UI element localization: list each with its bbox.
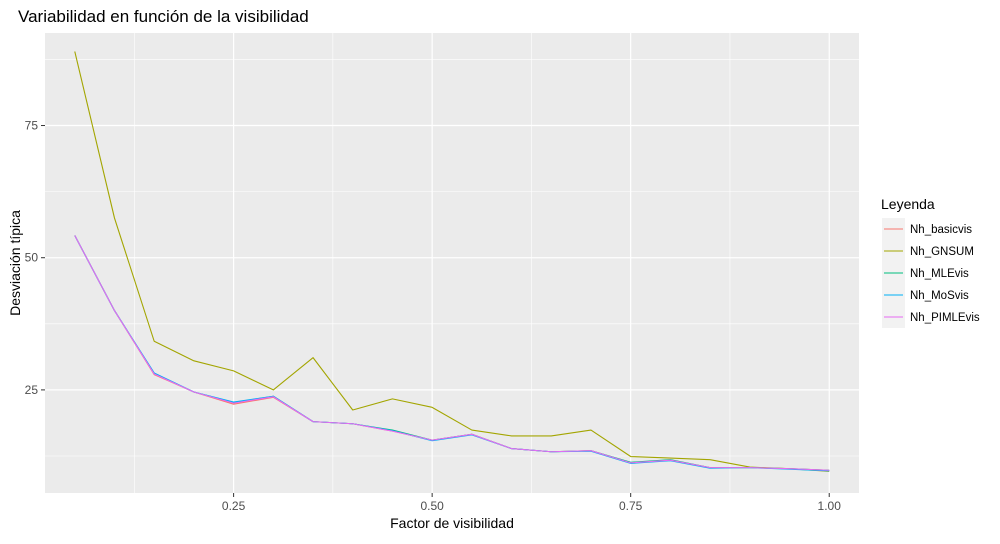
legend-title: Leyenda [881,196,935,212]
chart-title: Variabilidad en función de la visibilida… [18,7,309,26]
y-tick-label: 25 [25,383,39,397]
x-axis-label: Factor de visibilidad [390,515,514,531]
series-line-Nh_GNSUM [74,51,830,472]
legend-label: Nh_MoSvis [910,290,969,302]
legend-label: Nh_MLEvis [910,268,969,280]
legend-label: Nh_basicvis [910,224,972,236]
y-tick-label: 75 [25,119,39,133]
x-tick-label: 0.50 [420,499,444,513]
y-axis: 25 50 75 [25,119,45,397]
series-lines [74,51,830,472]
major-gridlines [45,33,859,493]
legend-label: Nh_PIMLEvis [910,312,980,324]
x-tick-label: 0.25 [222,499,246,513]
y-axis-label: Desviación típica [7,210,23,316]
y-tick-label: 50 [25,251,39,265]
x-tick-label: 1.00 [818,499,842,513]
x-axis: 0.25 0.50 0.75 1.00 [222,493,841,513]
legend-label: Nh_GNSUM [910,246,974,258]
minor-gridlines [45,33,859,493]
x-tick-label: 0.75 [619,499,643,513]
series-line-Nh_PIMLEvis [74,235,830,471]
plot-panel [45,33,859,493]
legend: Leyenda Nh_basicvis Nh_GNSUM Nh_MLEvis Nh_M… [881,196,980,328]
